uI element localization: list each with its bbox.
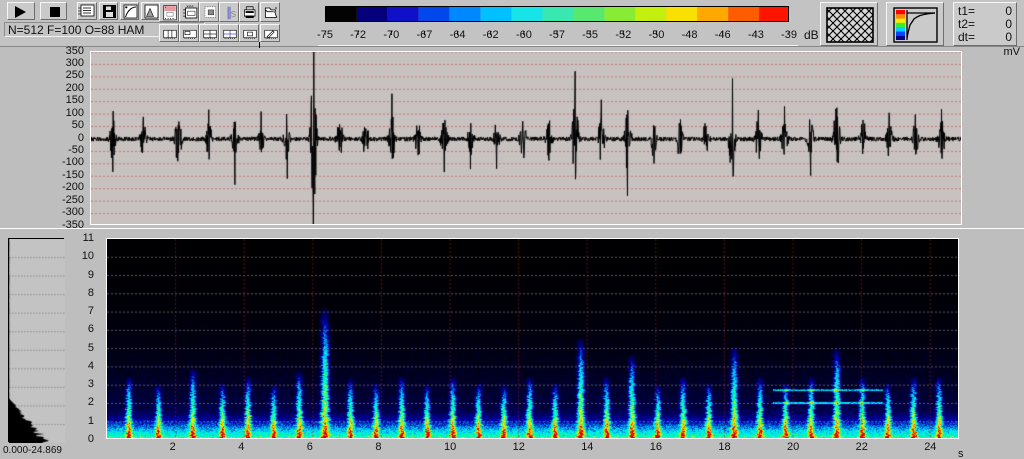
svg-text:S: S	[231, 10, 237, 19]
